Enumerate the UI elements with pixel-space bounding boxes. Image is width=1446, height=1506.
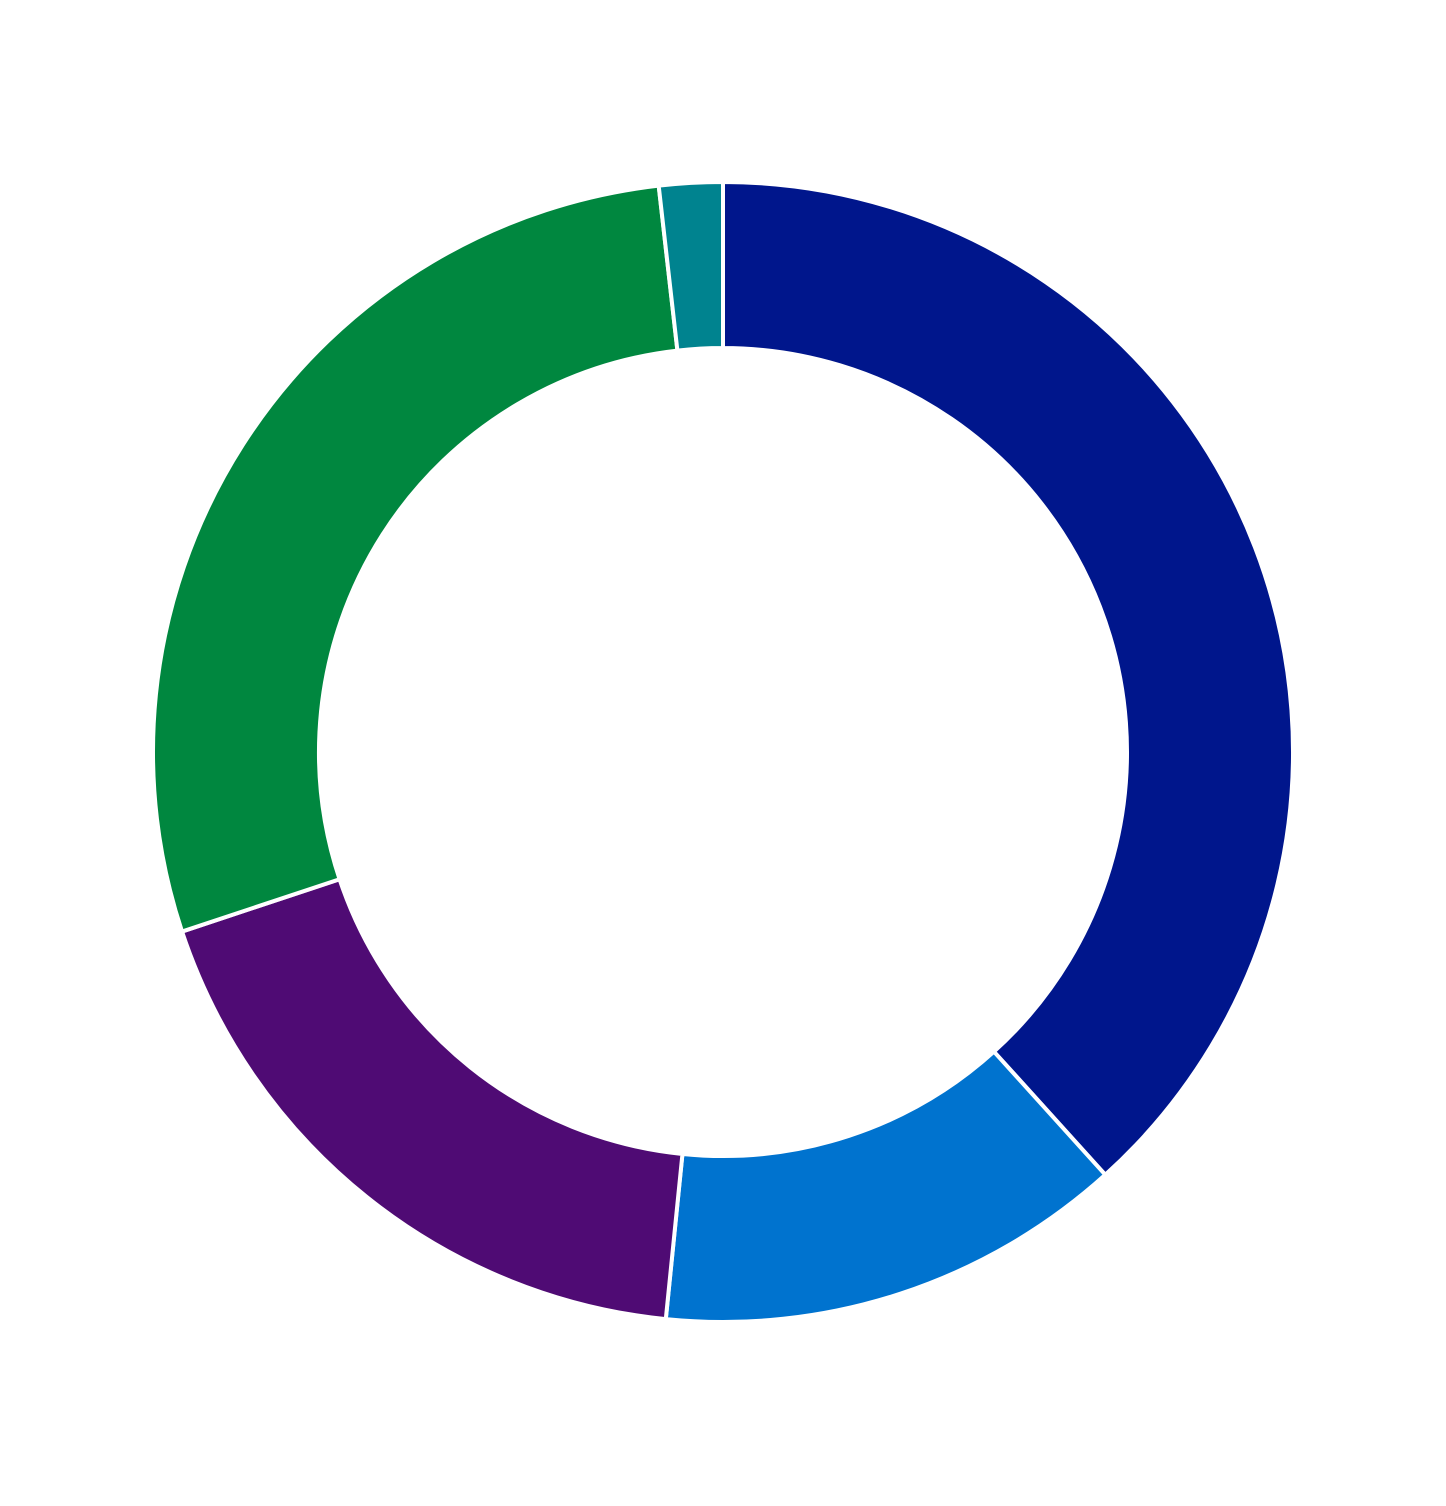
donut-segment bbox=[179, 876, 685, 1322]
donut-segment bbox=[151, 183, 680, 935]
donut-segment bbox=[721, 179, 1295, 1178]
donut-segment bbox=[656, 179, 725, 353]
